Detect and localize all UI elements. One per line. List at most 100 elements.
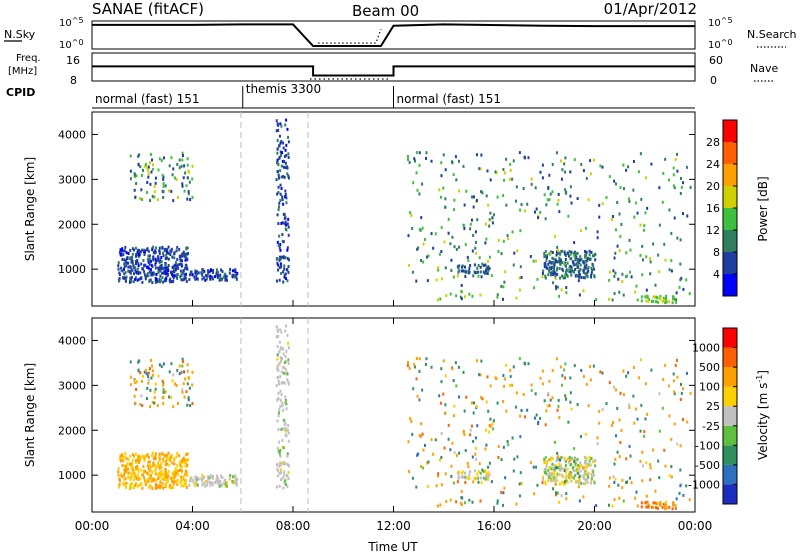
- power-cell: [622, 187, 625, 191]
- power-cell: [665, 294, 668, 298]
- power-cell: [586, 275, 589, 279]
- power-cell: [132, 248, 135, 252]
- power-cell: [459, 295, 462, 299]
- power-cell: [460, 269, 463, 273]
- freq-label: Freq.: [16, 53, 41, 64]
- velocity-cell: [590, 477, 593, 481]
- velocity-cell: [277, 369, 280, 373]
- velocity-cell: [571, 466, 574, 470]
- velocity-cell: [131, 468, 134, 472]
- power-cell: [278, 201, 281, 205]
- velocity-cell: [162, 401, 165, 405]
- velocity-cell: [554, 491, 557, 495]
- power-cell: [166, 247, 169, 251]
- power-cell: [284, 192, 287, 196]
- velocity-cell: [178, 468, 181, 472]
- power-cell: [504, 270, 507, 274]
- power-cell: [426, 255, 429, 259]
- power-cell: [503, 178, 506, 182]
- power-cell: [283, 273, 286, 277]
- power-cell: [182, 250, 185, 254]
- power-cell: [147, 266, 150, 270]
- velocity-cell: [132, 478, 135, 482]
- velocity-cell: [181, 476, 184, 480]
- velocity-cell: [548, 404, 551, 408]
- velocity-cell: [561, 480, 564, 484]
- velocity-cell: [557, 455, 560, 459]
- power-cell: [548, 198, 551, 202]
- power-cell: [171, 274, 174, 278]
- power-cell: [154, 280, 157, 284]
- power-cell: [217, 270, 220, 274]
- power-cell: [625, 251, 628, 255]
- power-cell: [275, 119, 278, 123]
- velocity-cell: [625, 457, 628, 461]
- velocity-cell: [145, 369, 148, 373]
- power-cell: [543, 255, 546, 259]
- power-cell: [458, 245, 461, 249]
- velocity-cell: [277, 450, 280, 454]
- velocity-cell: [285, 324, 288, 328]
- velocity-cell: [281, 357, 284, 361]
- velocity-cell: [556, 408, 559, 412]
- velocity-cell: [437, 474, 440, 478]
- power-cell: [216, 275, 219, 279]
- velocity-cell: [564, 463, 567, 467]
- power-cell: [591, 268, 594, 272]
- power-cell: [164, 263, 167, 267]
- velocity-cell: [589, 463, 592, 467]
- velocity-cell: [186, 464, 189, 468]
- velocity-cell: [484, 469, 487, 473]
- power-cell: [672, 173, 675, 177]
- velocity-cell: [154, 486, 157, 490]
- power-cell: [599, 164, 602, 168]
- power-cell: [211, 277, 214, 281]
- power-cell: [541, 272, 544, 276]
- power-cell: [594, 258, 597, 262]
- power-colorbar-tick-label: 24: [706, 158, 720, 171]
- power-cell: [278, 144, 281, 148]
- velocity-cell: [598, 409, 601, 413]
- power-cell: [157, 258, 160, 262]
- power-cell: [643, 224, 646, 228]
- velocity-cell: [140, 394, 143, 398]
- velocity-cell: [158, 452, 161, 456]
- velocity-cell: [183, 460, 186, 464]
- power-cell: [585, 259, 588, 263]
- power-cell: [176, 196, 179, 200]
- power-cell: [438, 188, 441, 192]
- velocity-cell: [534, 392, 537, 396]
- velocity-cell: [136, 484, 139, 488]
- power-cell: [161, 173, 164, 177]
- power-cell: [421, 182, 424, 186]
- power-cell: [287, 225, 290, 229]
- power-cell: [145, 191, 148, 195]
- power-cell: [173, 176, 176, 180]
- velocity-cell: [548, 379, 551, 383]
- velocity-cell: [487, 474, 490, 478]
- velocity-cell: [218, 484, 221, 488]
- power-cell: [129, 154, 132, 158]
- velocity-cell: [593, 460, 596, 464]
- velocity-cell: [129, 476, 132, 480]
- velocity-cell: [136, 464, 139, 468]
- velocity-cell: [144, 481, 147, 485]
- velocity-cell: [151, 487, 154, 491]
- power-cell: [188, 180, 191, 184]
- power-cell: [120, 268, 123, 272]
- power-cell: [286, 257, 289, 261]
- power-cell: [580, 276, 583, 280]
- power-cell: [468, 292, 471, 296]
- velocity-cell: [636, 504, 639, 508]
- velocity-cell: [196, 483, 199, 487]
- x-axis-label: Time UT: [367, 540, 418, 554]
- velocity-cell: [284, 462, 287, 466]
- power-cell: [284, 216, 287, 220]
- velocity-cell: [479, 476, 482, 480]
- date-label: 01/Apr/2012: [604, 0, 697, 18]
- power-cell: [652, 295, 655, 299]
- power-cell: [438, 252, 441, 256]
- power-cell: [556, 245, 559, 249]
- power-cell: [287, 135, 290, 139]
- velocity-cell: [488, 430, 491, 434]
